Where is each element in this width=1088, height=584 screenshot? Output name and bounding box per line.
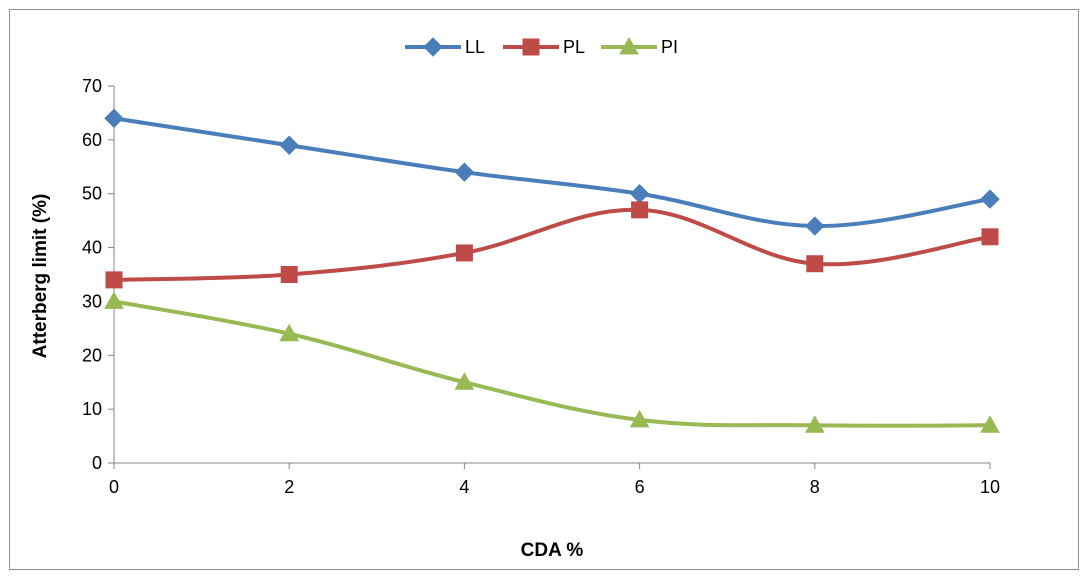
legend-label-pi: PI — [661, 37, 678, 57]
data-point-pl — [981, 228, 999, 246]
y-tick-label: 10 — [82, 399, 102, 419]
legend-label-ll: LL — [465, 37, 485, 57]
legend-marker-pl — [522, 38, 540, 56]
x-tick-label: 2 — [284, 477, 294, 497]
data-point-pi — [279, 323, 300, 342]
data-point-ll — [279, 135, 299, 155]
y-tick-label: 50 — [82, 184, 102, 204]
legend-item-pi: PI — [601, 36, 678, 57]
legend-item-ll: LL — [405, 37, 485, 57]
legend-item-pl: PL — [503, 37, 585, 57]
y-tick-label: 70 — [82, 76, 102, 96]
data-point-ll — [980, 189, 1000, 209]
data-point-pi — [980, 415, 1000, 433]
x-tick-label: 4 — [459, 477, 469, 497]
x-tick-label: 6 — [635, 477, 645, 497]
x-tick-label: 0 — [109, 477, 119, 497]
series-pl — [105, 201, 999, 289]
x-ticks: 0 2 4 6 8 10 — [109, 463, 1000, 497]
y-ticks: 0 10 20 30 40 50 60 70 — [82, 76, 114, 473]
data-point-ll — [454, 162, 475, 182]
data-point-ll — [805, 216, 825, 236]
axes: 0 10 20 30 40 50 60 70 0 2 4 6 8 10 — [82, 76, 1000, 497]
series-ll — [104, 108, 1000, 236]
chart-border — [9, 9, 1079, 570]
data-point-pl — [631, 201, 649, 219]
data-point-pi — [804, 415, 825, 433]
y-tick-label: 20 — [82, 345, 102, 365]
legend-marker-pi — [619, 36, 639, 55]
data-point-pl — [806, 255, 824, 273]
y-tick-label: 0 — [92, 453, 102, 473]
data-point-pi — [629, 409, 650, 428]
series-group — [104, 108, 1000, 433]
y-tick-label: 40 — [82, 238, 102, 258]
y-tick-label: 30 — [82, 291, 102, 311]
series-pi — [104, 291, 1000, 433]
data-point-pl — [455, 244, 473, 262]
series-line-pi — [113, 299, 991, 428]
data-point-pl — [105, 271, 123, 289]
series-line-ll — [113, 116, 991, 229]
data-point-pi — [454, 372, 475, 390]
data-point-ll — [104, 108, 124, 129]
y-axis-title: Atterberg limit (%) — [30, 194, 51, 359]
data-point-pl — [280, 266, 298, 283]
series-line-pl — [113, 207, 991, 282]
legend: LL PL PI — [405, 36, 678, 57]
data-point-pi — [104, 291, 124, 309]
x-tick-label: 10 — [980, 477, 1000, 497]
y-tick-label: 60 — [82, 130, 102, 150]
legend-marker-ll — [423, 37, 443, 57]
x-tick-label: 8 — [810, 477, 820, 497]
legend-label-pl: PL — [563, 37, 585, 57]
x-axis-title: CDA % — [521, 540, 584, 561]
